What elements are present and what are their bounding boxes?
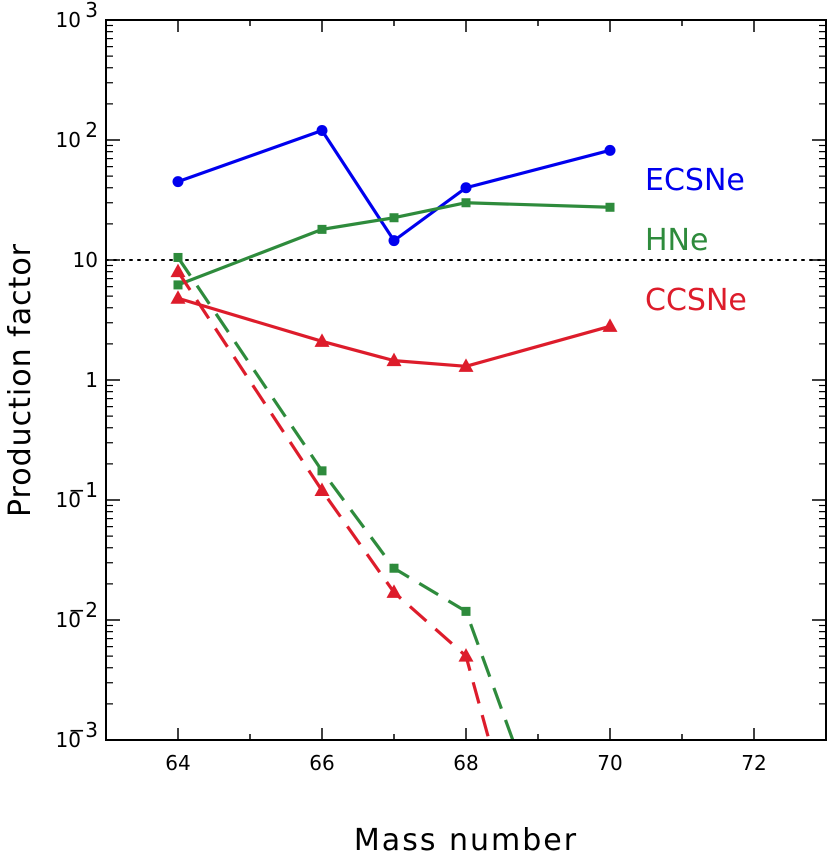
y-axis-label: Production factor: [3, 243, 38, 517]
data-point-triangle: [458, 648, 474, 662]
y-tick-label: 10: [56, 608, 81, 632]
series-dashed-3: [173, 252, 515, 740]
y-tick-exponent: 3: [85, 0, 98, 22]
series-line: [176, 270, 491, 740]
tick-layer: [105, 19, 827, 741]
data-point-triangle: [170, 263, 186, 278]
data-point-triangle: [386, 352, 402, 367]
data-point-circle: [316, 124, 328, 136]
y-tick-exponent: 2: [85, 118, 98, 142]
legend-entry-ccsne: CCSNe: [645, 283, 747, 318]
y-tick-label: 10: [56, 488, 81, 512]
x-tick-label: 64: [165, 751, 190, 775]
data-point-circle: [388, 235, 400, 247]
plot-frame: [105, 19, 827, 741]
y-tick-label: 10: [73, 248, 98, 272]
data-point-square: [389, 563, 399, 573]
series-hne: [173, 198, 615, 290]
data-point-square: [389, 213, 399, 223]
series-dashed-4: [170, 263, 491, 740]
series-layer: [170, 124, 618, 740]
data-point-triangle: [314, 482, 330, 496]
y-tick-exponent: −3: [69, 718, 98, 742]
data-point-square: [461, 606, 471, 616]
legend: ECSNe HNe CCSNe: [645, 163, 747, 318]
x-tick-label: 72: [741, 751, 766, 775]
y-tick-label: 10: [56, 728, 81, 752]
data-point-square: [317, 466, 327, 476]
data-point-circle: [172, 176, 184, 188]
legend-entry-hne: HNe: [645, 223, 708, 258]
data-point-triangle: [602, 318, 618, 332]
y-tick-label: 1: [85, 368, 98, 392]
x-tick-label: 68: [453, 751, 478, 775]
data-point-square: [173, 280, 183, 290]
legend-entry-ecsne: ECSNe: [645, 163, 745, 198]
data-point-square: [461, 198, 471, 208]
y-tick-label: 10: [56, 128, 81, 152]
y-tick-exponent: −2: [69, 598, 98, 622]
series-ecsne: [172, 124, 616, 247]
data-point-circle: [460, 182, 472, 194]
data-point-triangle: [314, 333, 330, 347]
data-point-circle: [604, 144, 616, 156]
data-point-triangle: [386, 584, 402, 598]
data-point-square: [605, 202, 615, 212]
series-line: [176, 256, 515, 740]
series-line: [177, 128, 611, 243]
series-ccsne: [170, 290, 618, 372]
y-tick-exponent: −1: [69, 478, 98, 502]
x-tick-label: 66: [309, 751, 334, 775]
data-point-square: [173, 252, 183, 262]
data-point-triangle: [458, 358, 474, 372]
data-point-square: [317, 224, 327, 234]
x-axis-label: Mass number: [354, 823, 578, 858]
y-tick-label: 10: [56, 8, 81, 32]
data-point-triangle: [170, 290, 186, 304]
x-tick-label: 70: [597, 751, 622, 775]
